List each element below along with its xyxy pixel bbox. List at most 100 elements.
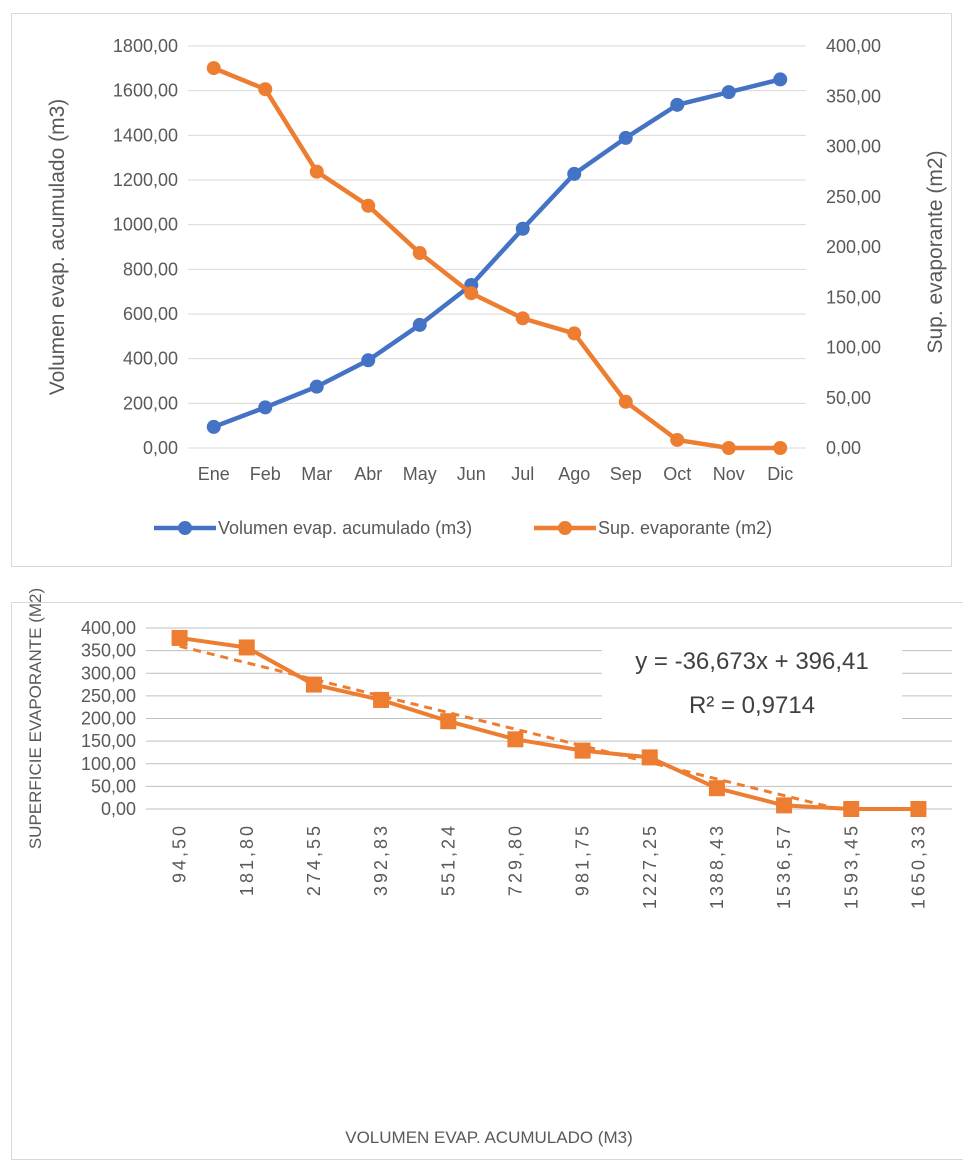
series-line: [179, 635, 919, 811]
y2-tick-label: 150,00: [826, 287, 881, 307]
data-point: [258, 82, 273, 97]
x-tick-label: Mar: [301, 464, 332, 484]
data-point: [670, 432, 685, 447]
legend-label: Volumen evap. acumulado (m3): [218, 518, 472, 538]
data-point: [412, 317, 427, 332]
trendline-r-squared: R² = 0,9714: [689, 692, 815, 719]
y2-tick-label: 250,00: [826, 187, 881, 207]
x-tick-label: Sep: [610, 464, 642, 484]
series-line: [211, 65, 783, 451]
data-point: [507, 731, 524, 748]
y-tick-label: 800,00: [123, 259, 178, 279]
y-tick-label: 1400,00: [113, 125, 178, 145]
x-tick-label: 1650,33: [908, 823, 928, 909]
data-point: [773, 441, 788, 455]
data-point: [305, 676, 322, 693]
x-tick-label: 274,55: [304, 823, 324, 896]
data-point: [309, 164, 324, 179]
y-tick-label: 0,00: [101, 799, 136, 819]
y-tick-label: 150,00: [81, 731, 136, 751]
x-tick-label: Oct: [663, 464, 691, 484]
y-tick-label: 400,00: [81, 618, 136, 638]
x-tick-label: 94,50: [170, 823, 190, 883]
data-point: [258, 400, 273, 415]
x-tick-label: Nov: [713, 464, 745, 484]
x-tick-label: 1388,43: [707, 823, 727, 909]
x-tick-label: 981,75: [573, 823, 593, 896]
data-point: [206, 61, 221, 76]
data-point: [773, 72, 788, 87]
data-point: [464, 286, 479, 301]
chart-2-svg: 0,0050,00100,00150,00200,00250,00300,003…: [26, 588, 952, 1147]
data-point: [440, 713, 457, 730]
data-point: [708, 780, 725, 797]
x-tick-label: 1536,57: [774, 823, 794, 909]
y2-axis-title: Sup. evaporante (m2): [924, 150, 947, 353]
x-tick-label: 551,24: [438, 823, 458, 896]
y-tick-label: 1800,00: [113, 36, 178, 56]
y-tick-label: 200,00: [81, 709, 136, 729]
data-point: [206, 419, 221, 434]
data-point: [670, 97, 685, 112]
y2-tick-label: 100,00: [826, 338, 881, 358]
data-point: [373, 691, 390, 708]
data-point: [309, 379, 324, 394]
x-tick-label: 392,83: [371, 823, 391, 896]
chart-1-panel: 0,00 200,00 400,00 600,00 800,00 1000,00 1200,…: [11, 13, 952, 567]
data-point: [641, 749, 658, 766]
legend-label: Sup. evaporante (m2): [598, 518, 772, 538]
data-point: [567, 326, 582, 341]
y-tick-label: 100,00: [81, 754, 136, 774]
y-tick-label: 1200,00: [113, 170, 178, 190]
data-point: [618, 394, 633, 409]
y-tick-label: 350,00: [81, 641, 136, 661]
legend-marker: [558, 521, 572, 535]
x-tick-label: Jul: [511, 464, 534, 484]
data-point: [515, 311, 530, 326]
x-tick-label: 1593,45: [841, 823, 861, 909]
y2-tick-label: 200,00: [826, 237, 881, 257]
x-tick-label: Jun: [457, 464, 486, 484]
chart-1-svg: 0,00 200,00 400,00 600,00 800,00 1000,00 1200,…: [46, 36, 947, 538]
y-tick-label: 200,00: [123, 393, 178, 413]
data-point: [721, 85, 736, 100]
y-tick-label: 0,00: [143, 438, 178, 458]
trendline: [179, 644, 839, 811]
data-point: [567, 166, 582, 181]
series-line: [211, 77, 783, 430]
y-axis-title: SUPERFICIE EVAPORANTE (M2): [26, 588, 45, 849]
data-point: [618, 130, 633, 145]
y-axis-title: Volumen evap. acumulado (m3): [46, 99, 69, 396]
y2-tick-label: 300,00: [826, 137, 881, 157]
y-tick-label: 1600,00: [113, 81, 178, 101]
data-point: [843, 801, 860, 817]
x-tick-label: Abr: [354, 464, 382, 484]
data-point: [238, 639, 255, 656]
data-point: [361, 198, 376, 213]
x-tick-label: 181,80: [237, 823, 257, 896]
legend-marker: [178, 521, 192, 535]
data-point: [721, 441, 736, 455]
data-point: [776, 797, 793, 814]
y2-tick-label: 50,00: [826, 388, 871, 408]
y-tick-label: 1000,00: [113, 215, 178, 235]
x-tick-label: 1227,25: [640, 823, 660, 909]
data-point: [910, 801, 927, 817]
chart-2-panel: 0,00 50,00 100,00 150,00 200,00 250,00 300,00 3…: [11, 588, 963, 1160]
x-axis-title: VOLUMEN EVAP. ACUMULADO (M3): [345, 1128, 633, 1147]
y-tick-label: 250,00: [81, 686, 136, 706]
x-tick-label: Dic: [767, 464, 793, 484]
data-point: [515, 221, 530, 236]
data-point: [171, 629, 188, 646]
y2-tick-label: 350,00: [826, 86, 881, 106]
trendline-equation: y = -36,673x + 396,41: [635, 648, 869, 675]
x-tick-label: Ene: [198, 464, 230, 484]
trendline-label-box: [602, 635, 902, 727]
y2-tick-label: 0,00: [826, 438, 861, 458]
x-tick-label: Feb: [250, 464, 281, 484]
y-tick-label: 600,00: [123, 304, 178, 324]
y-tick-label: 50,00: [91, 776, 136, 796]
x-tick-label: May: [403, 464, 437, 484]
data-point: [412, 246, 427, 261]
y-tick-label: 400,00: [123, 349, 178, 369]
